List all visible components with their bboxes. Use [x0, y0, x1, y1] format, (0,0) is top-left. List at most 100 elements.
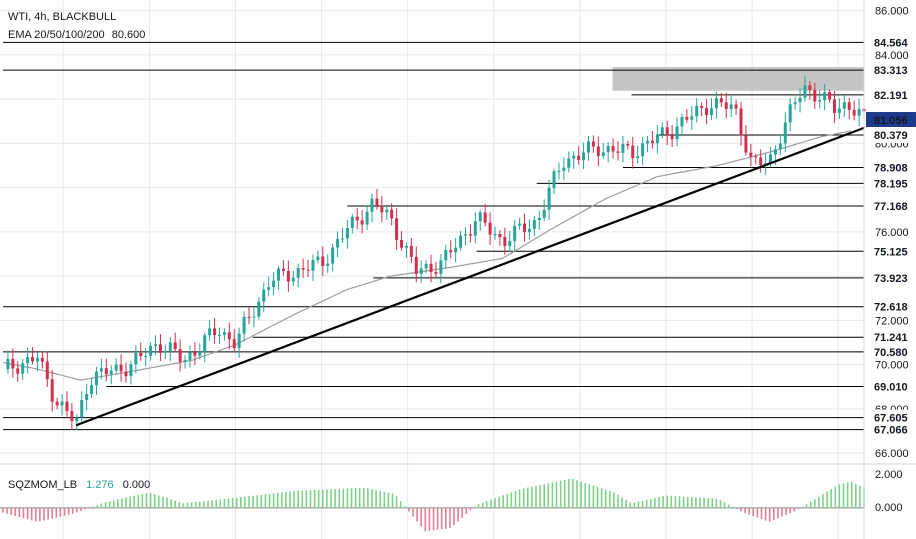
gridlines	[0, 0, 864, 539]
indicator-value-2: 0.000	[123, 479, 151, 491]
candle-body	[16, 368, 20, 374]
candle-body	[562, 167, 566, 171]
candle-body	[345, 228, 349, 239]
candle-body	[419, 268, 423, 274]
candle-body	[267, 287, 271, 290]
candle-body	[262, 289, 266, 302]
candle-body	[601, 152, 605, 157]
candle-body	[616, 151, 620, 153]
candle-body	[842, 102, 846, 109]
candle-body	[272, 280, 276, 288]
candle-body	[542, 209, 546, 218]
candle-body	[21, 363, 25, 374]
level-label: 78.908	[874, 163, 908, 175]
candle-body	[582, 152, 586, 160]
level-label: 77.168	[874, 201, 908, 213]
squeeze-momentum-histogram	[0, 478, 865, 532]
candle-body	[449, 250, 453, 253]
candle-body	[813, 89, 817, 102]
candle-body	[778, 143, 782, 150]
candle-body	[685, 116, 689, 120]
candle-body	[336, 238, 340, 248]
level-label-box	[866, 243, 916, 260]
level-label: 71.241	[874, 332, 908, 344]
resistance-zone	[612, 67, 864, 91]
candle-body	[567, 158, 571, 168]
level-label: 67.066	[874, 425, 908, 437]
level-label: 70.580	[874, 347, 908, 359]
candle-body	[404, 245, 408, 248]
candle-body	[611, 146, 615, 152]
candle-body	[370, 198, 374, 212]
candle-body	[340, 238, 344, 240]
candle-body	[808, 85, 812, 90]
candle-body	[124, 371, 128, 377]
candle-body	[129, 364, 133, 377]
candle-body	[670, 135, 674, 140]
candle-body	[498, 234, 502, 238]
candle-body	[163, 350, 167, 353]
candle-body	[60, 401, 64, 406]
candle-body	[109, 370, 113, 375]
candle-body	[705, 107, 709, 116]
candle-body	[552, 171, 556, 188]
horizontal-levels	[3, 41, 864, 431]
candle-body	[301, 268, 305, 270]
candle-body	[483, 212, 487, 223]
candle-body	[508, 240, 512, 246]
candle-body	[606, 146, 610, 153]
candle-body	[675, 126, 679, 140]
price-axis[interactable]: 86.00084.00082.00080.00078.00076.00074.0…	[866, 6, 916, 461]
candle-body	[99, 368, 103, 372]
candle-body	[518, 223, 522, 226]
candle-body	[316, 256, 320, 261]
candle-body	[719, 98, 723, 103]
candle-body	[227, 332, 231, 340]
trendline-segment	[75, 126, 865, 427]
indicator-legend: SQZMOM_LB 1.276 0.000	[8, 479, 150, 491]
candle-body	[252, 316, 256, 318]
indicator-tick-top: 2.000	[875, 469, 903, 481]
candle-body	[237, 333, 241, 349]
candle-body	[360, 220, 364, 225]
candle-body	[650, 140, 654, 144]
price-tick-label: 70.000	[875, 360, 909, 372]
candle-body	[572, 155, 576, 159]
candle-body	[803, 85, 807, 98]
candle-body	[837, 108, 841, 113]
indicator-tick-zero: 0.000	[875, 502, 903, 514]
level-label-box	[866, 343, 916, 360]
level-label-box	[866, 198, 916, 215]
candle-body	[695, 105, 699, 117]
candle-body	[198, 351, 202, 356]
candle-body	[90, 385, 94, 395]
candle-body	[257, 301, 261, 317]
candle-body	[400, 240, 404, 248]
candle-body	[769, 154, 773, 164]
candle-body	[365, 211, 369, 225]
candle-body	[690, 116, 694, 120]
candle-body	[35, 357, 39, 362]
candle-body	[281, 268, 285, 271]
level-label: 78.195	[874, 178, 908, 190]
candle-body	[783, 122, 787, 144]
candle-body	[119, 364, 123, 372]
candle-body	[277, 268, 281, 281]
candle-body	[50, 379, 54, 402]
candle-body	[759, 157, 763, 165]
level-label-box	[866, 112, 916, 129]
candle-body	[168, 342, 172, 351]
candle-body	[527, 228, 531, 232]
candle-body	[178, 349, 182, 362]
candle-body	[414, 256, 418, 274]
candle-body	[847, 102, 851, 110]
candle-body	[631, 145, 635, 159]
candle-body	[75, 417, 79, 422]
candle-body	[823, 92, 827, 101]
candle-body	[291, 277, 295, 282]
ema-legend-label: EMA 20/50/100/200	[8, 29, 105, 41]
resistance-zone-rect	[612, 67, 864, 91]
ema-legend: EMA 20/50/100/200 80.600	[8, 29, 145, 41]
candle-body	[537, 217, 541, 221]
